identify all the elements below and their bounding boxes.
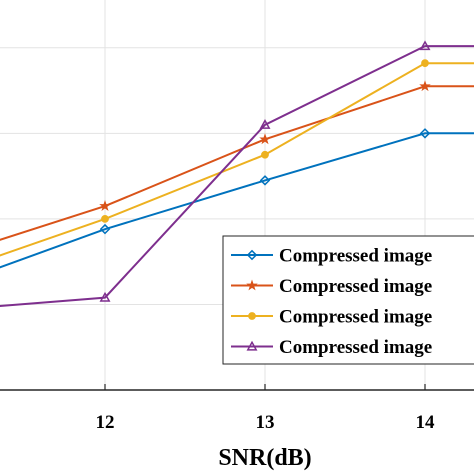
legend-marker-3 (246, 340, 258, 351)
series-1-point-3 (419, 80, 431, 92)
legend-entry-3: Compressed image (231, 337, 432, 358)
legend-entry-0: Compressed image (231, 246, 432, 267)
x-tick-label-1: 13 (256, 412, 275, 433)
series-0-point-2 (259, 175, 271, 186)
series-1-point-1 (99, 200, 111, 211)
series-3-line (0, 45, 474, 308)
x-axis-title: SNR(dB) (218, 445, 311, 471)
series-2-point-3 (421, 59, 429, 68)
series-3 (0, 40, 474, 308)
legend-marker-0 (246, 249, 258, 261)
series-0-point-3 (419, 128, 431, 139)
axes (0, 384, 474, 391)
series-0-line (0, 132, 474, 269)
legend-box (222, 235, 474, 365)
legend-label-0: Compressed image (279, 246, 432, 267)
legend-marker-2 (248, 312, 256, 320)
x-tick-labels: 12 13 14 (96, 412, 436, 433)
series-2-point-2 (261, 150, 269, 159)
series-3-point-1 (99, 291, 111, 302)
legend: Compressed image Compressed image Compress… (222, 235, 474, 365)
legend-marker-1 (246, 279, 258, 291)
series-3-point-3 (419, 40, 431, 51)
legend-label-2: Compressed image (279, 307, 432, 328)
legend-entry-2: Compressed image (231, 307, 432, 328)
series-1-point-2 (259, 133, 271, 145)
series-1 (0, 80, 474, 241)
legend-entry-1: Compressed image (231, 276, 432, 297)
series-2-point-1 (101, 214, 109, 223)
legend-label-1: Compressed image (279, 276, 432, 297)
series-3-point-2 (259, 119, 271, 129)
series-2 (0, 59, 474, 257)
series-0-point-1 (99, 223, 111, 235)
series-0 (0, 128, 474, 269)
x-tick-label-2: 14 (416, 412, 436, 433)
x-tick-label-0: 12 (96, 412, 115, 433)
series-group (0, 40, 474, 308)
legend-label-3: Compressed image (279, 337, 432, 358)
